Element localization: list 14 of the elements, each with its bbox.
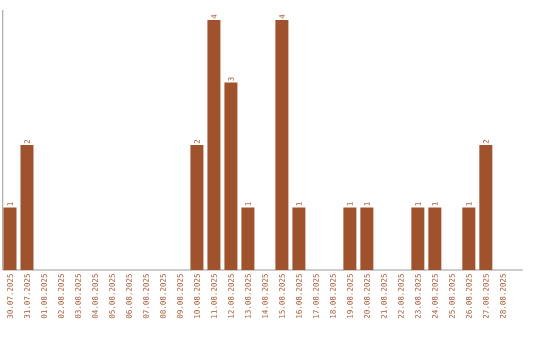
bar	[462, 208, 476, 270]
bar	[360, 208, 374, 270]
bar	[292, 208, 306, 270]
bar	[207, 20, 220, 270]
bar	[190, 145, 204, 270]
bar	[20, 145, 34, 270]
bar	[241, 208, 254, 270]
bar	[275, 20, 288, 270]
bar	[224, 82, 238, 270]
bar	[479, 145, 492, 270]
bar	[343, 208, 356, 270]
bar	[4, 208, 16, 270]
bar	[428, 208, 442, 270]
bar	[411, 208, 424, 270]
